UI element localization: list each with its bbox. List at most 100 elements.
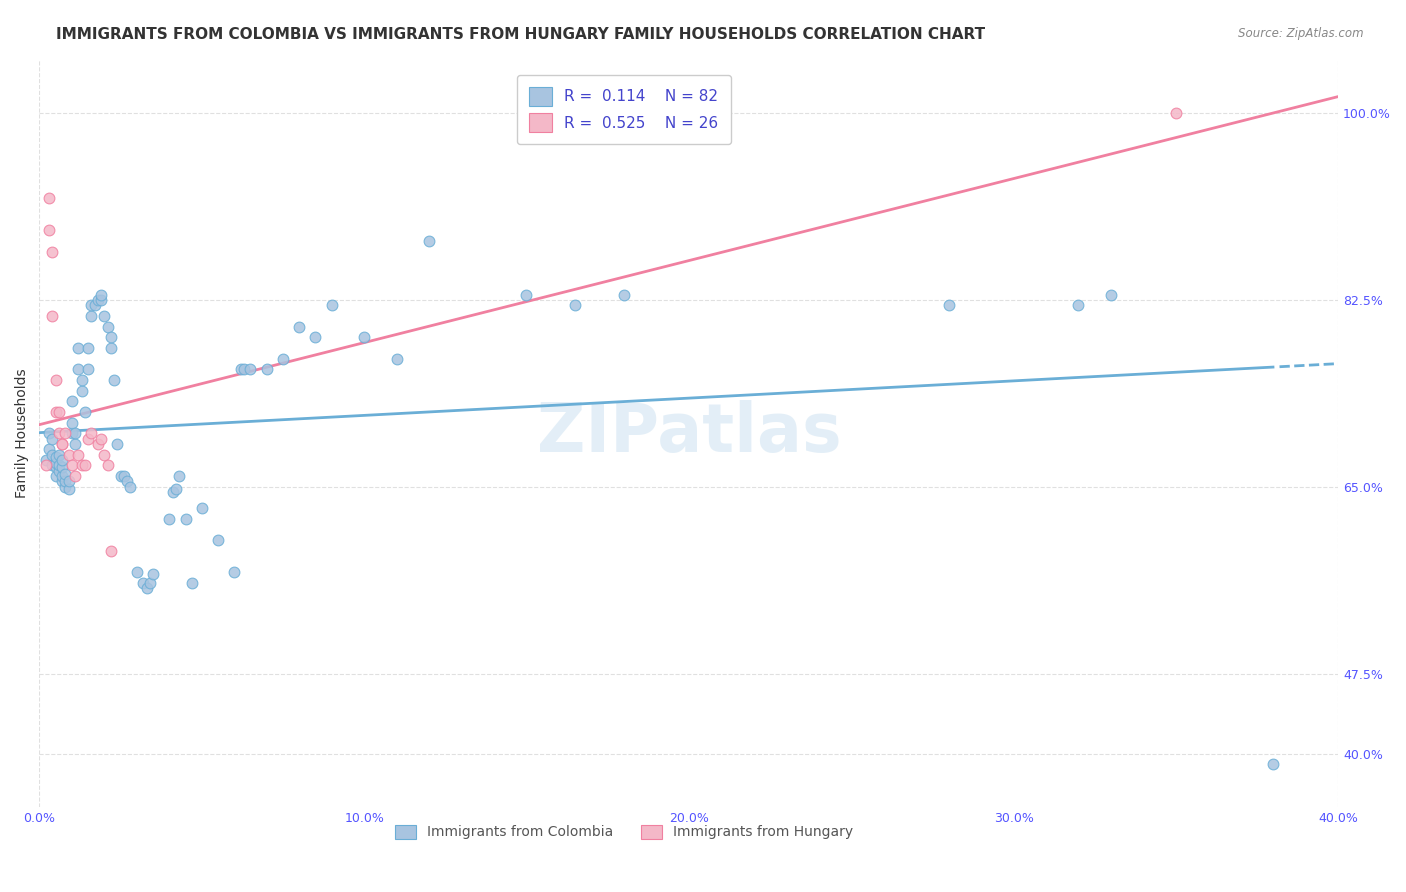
Point: [87, 293, 110, 307]
Legend: Immigrants from Colombia, Immigrants from Hungary: Immigrants from Colombia, Immigrants fro…: [389, 819, 859, 845]
Point: [105, 437, 128, 451]
Point: [77, 362, 100, 376]
Point: [60, 416, 83, 430]
Point: [45, 469, 67, 483]
Point: [80, 309, 103, 323]
Point: [288, 319, 311, 334]
Point: [139, 575, 162, 590]
Point: [63, 469, 86, 483]
Point: [55, 475, 77, 489]
Point: [100, 341, 122, 355]
Point: [90, 432, 112, 446]
Point: [110, 469, 132, 483]
Point: [70, 373, 93, 387]
Point: [58, 482, 80, 496]
Point: [142, 567, 165, 582]
Point: [45, 460, 67, 475]
Point: [100, 330, 122, 344]
Point: [115, 475, 138, 489]
Point: [321, 298, 343, 312]
Point: [48, 405, 70, 419]
Point: [41, 309, 63, 323]
Point: [67, 448, 90, 462]
Point: [38, 191, 60, 205]
Point: [55, 426, 77, 441]
Point: [73, 405, 96, 419]
Point: [167, 469, 190, 483]
Point: [174, 512, 197, 526]
Point: [45, 456, 67, 470]
Point: [60, 394, 83, 409]
Point: [38, 223, 60, 237]
Point: [45, 373, 67, 387]
Point: [51, 475, 73, 489]
Point: [256, 362, 278, 376]
Point: [55, 480, 77, 494]
Point: [60, 458, 83, 473]
Point: [35, 453, 58, 467]
Point: [191, 501, 214, 516]
Point: [224, 565, 246, 579]
Point: [233, 362, 256, 376]
Point: [93, 309, 115, 323]
Point: [207, 533, 229, 548]
Point: [73, 458, 96, 473]
Point: [63, 437, 86, 451]
Point: [45, 450, 67, 464]
Text: IMMIGRANTS FROM COLOMBIA VS IMMIGRANTS FROM HUNGARY FAMILY HOUSEHOLDS CORRELATIO: IMMIGRANTS FROM COLOMBIA VS IMMIGRANTS F…: [56, 27, 986, 42]
Point: [135, 581, 157, 595]
Point: [51, 453, 73, 467]
Point: [60, 426, 83, 441]
Text: Source: ZipAtlas.com: Source: ZipAtlas.com: [1239, 27, 1364, 40]
Point: [41, 244, 63, 259]
Point: [1164, 106, 1187, 120]
Point: [67, 341, 90, 355]
Point: [41, 448, 63, 462]
Point: [70, 458, 93, 473]
Point: [1099, 287, 1122, 301]
Point: [48, 458, 70, 473]
Point: [48, 464, 70, 478]
Point: [80, 298, 103, 312]
Point: [83, 298, 105, 312]
Point: [38, 442, 60, 457]
Point: [304, 330, 326, 344]
Point: [418, 234, 440, 248]
Point: [938, 298, 960, 312]
Y-axis label: Family Households: Family Households: [15, 368, 30, 498]
Point: [271, 351, 294, 366]
Point: [385, 351, 408, 366]
Point: [77, 341, 100, 355]
Point: [51, 437, 73, 451]
Point: [41, 432, 63, 446]
Point: [58, 475, 80, 489]
Point: [353, 330, 375, 344]
Point: [157, 512, 180, 526]
Point: [93, 448, 115, 462]
Point: [239, 362, 262, 376]
Point: [181, 575, 204, 590]
Point: [48, 448, 70, 462]
Point: [70, 384, 93, 398]
Point: [229, 362, 252, 376]
Point: [45, 405, 67, 419]
Point: [564, 298, 586, 312]
Point: [55, 467, 77, 481]
Point: [103, 373, 125, 387]
Text: ZIPatlas: ZIPatlas: [537, 401, 841, 467]
Point: [1067, 298, 1090, 312]
Point: [48, 426, 70, 441]
Point: [35, 458, 58, 473]
Point: [132, 575, 155, 590]
Point: [613, 287, 636, 301]
Point: [87, 437, 110, 451]
Point: [41, 458, 63, 473]
Point: [97, 458, 120, 473]
Point: [67, 362, 90, 376]
Point: [112, 469, 135, 483]
Point: [77, 432, 100, 446]
Point: [120, 480, 142, 494]
Point: [165, 482, 187, 496]
Point: [51, 460, 73, 475]
Point: [51, 469, 73, 483]
